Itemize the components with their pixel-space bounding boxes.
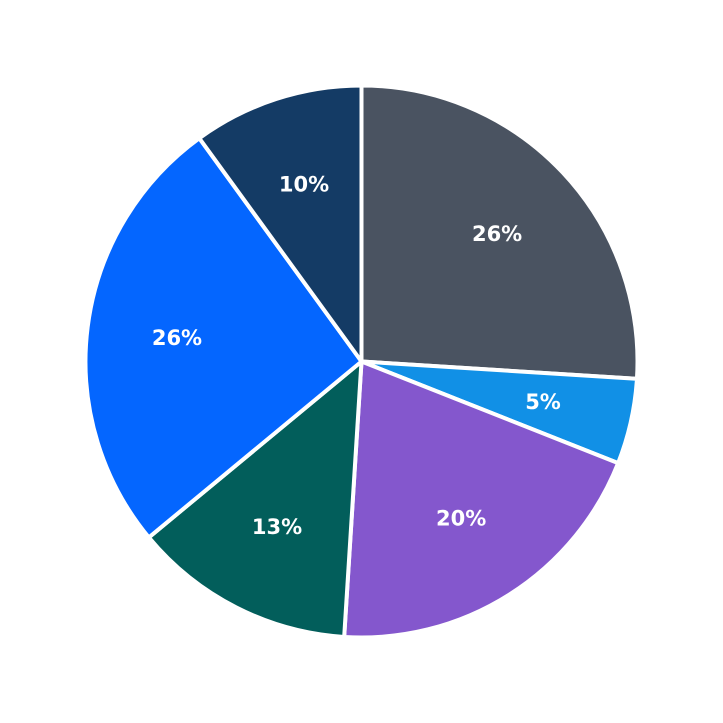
slice-label-4: 13%: [252, 515, 302, 539]
pie-slice-6: [197, 83, 364, 364]
pie-slice-1: [359, 83, 640, 381]
slices-layer: [83, 83, 640, 640]
slice-label-2: 5%: [525, 390, 561, 414]
slice-label-6: 10%: [279, 173, 329, 197]
slice-label-1: 26%: [472, 222, 522, 246]
slice-label-5: 26%: [152, 326, 202, 350]
pie-slice-4: [146, 359, 364, 639]
pie-slice-5: [83, 136, 364, 540]
labels-layer: 26% 5% 20% 13% 26% 10%: [152, 173, 561, 540]
pie-slice-3: [342, 359, 621, 640]
slice-label-3: 20%: [436, 507, 486, 531]
